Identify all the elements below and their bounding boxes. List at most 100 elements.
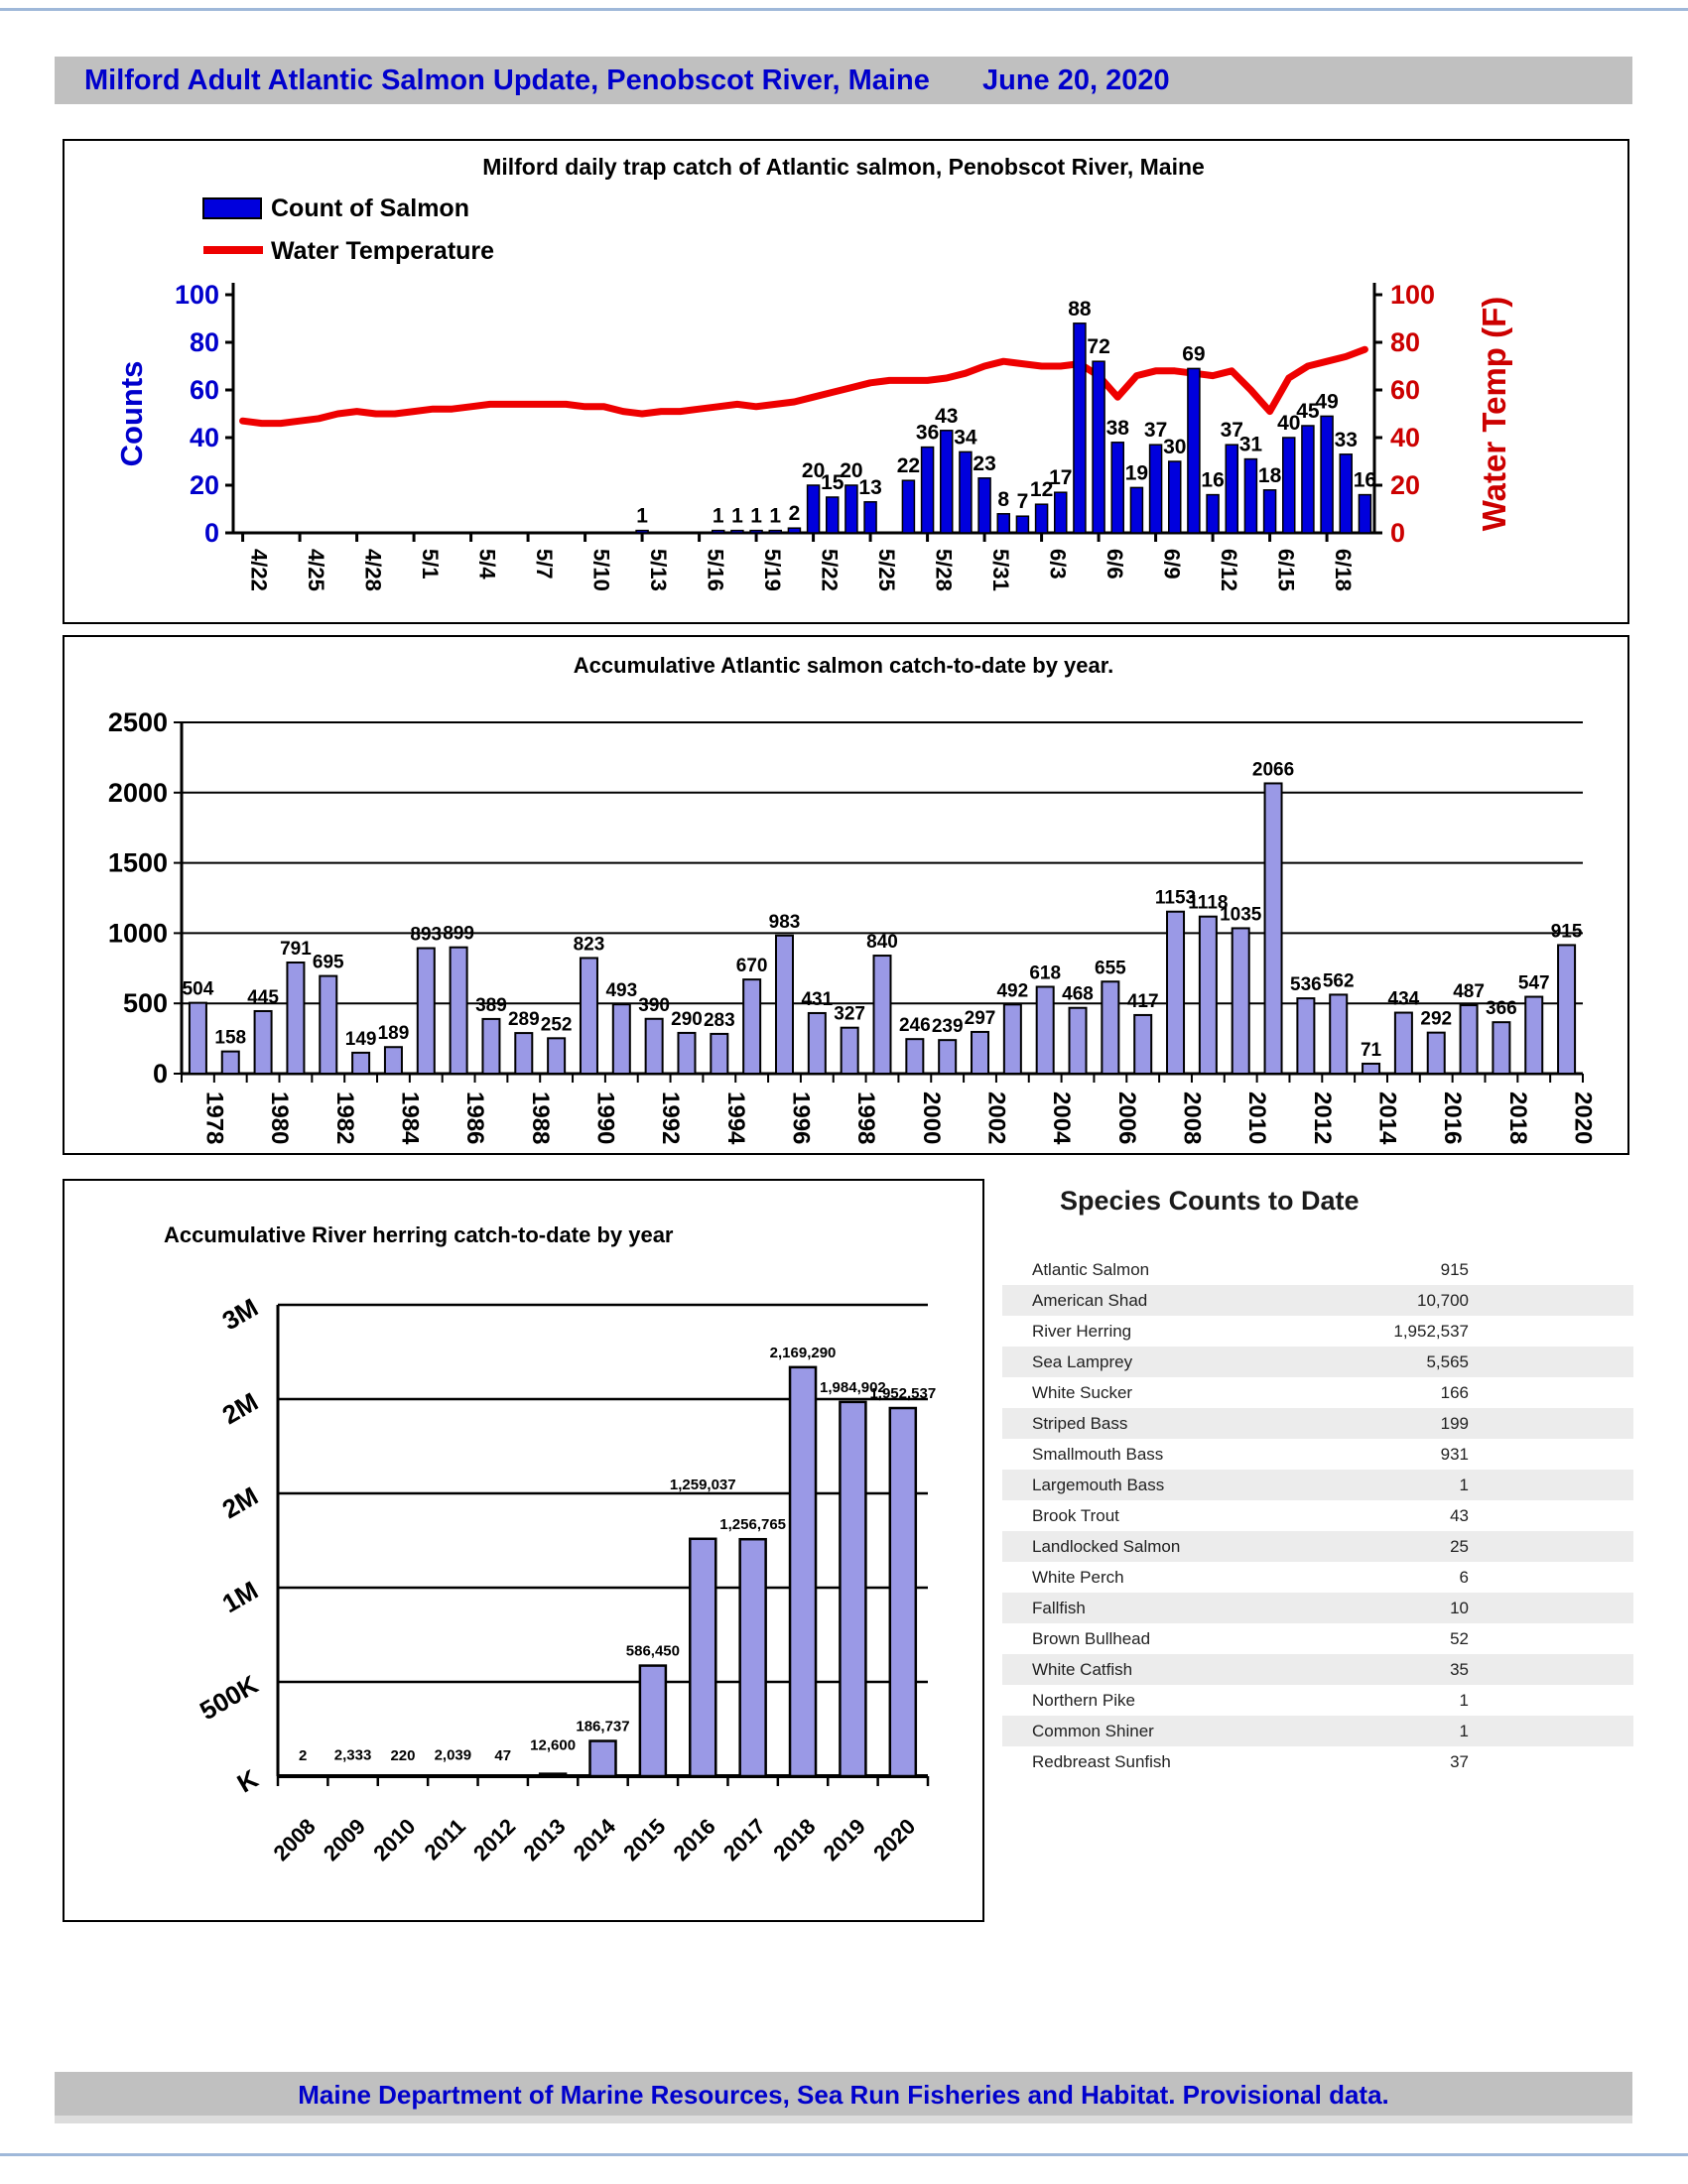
species-name: White Sucker: [1032, 1382, 1133, 1402]
year-tick-label: 2017: [718, 1814, 770, 1865]
bar: [920, 446, 935, 534]
table-row: Northern Pike 1: [1002, 1685, 1633, 1716]
year-tick-label: 2019: [819, 1814, 870, 1865]
bar-value-label: 158: [214, 1028, 246, 1049]
table-row: White Catfish 35: [1002, 1654, 1633, 1685]
table-row: Brook Trout 43: [1002, 1500, 1633, 1531]
bar-value-label: 899: [443, 924, 474, 945]
bottom-rule: [0, 2153, 1688, 2156]
left-tick-label: 60: [190, 375, 219, 405]
legend-temp-label: Water Temperature: [271, 237, 494, 265]
header-bar: Milford Adult Atlantic Salmon Update, Pe…: [55, 57, 1632, 104]
right-tick-label: 40: [1390, 423, 1420, 452]
bar-value-label: 1: [713, 505, 724, 528]
species-count: 915: [1440, 1259, 1469, 1279]
bar: [839, 1400, 867, 1778]
year-tick-label: 2000: [918, 1092, 945, 1144]
bar: [1148, 444, 1163, 534]
left-tick-label: 0: [204, 518, 219, 548]
bar: [1068, 1006, 1088, 1075]
date-tick-label: 5/1: [418, 549, 443, 579]
species-name: Striped Bass: [1032, 1413, 1128, 1433]
table-row: Smallmouth Bass 931: [1002, 1439, 1633, 1470]
bar: [1129, 486, 1144, 534]
bar-value-label: 252: [541, 1014, 573, 1035]
bar-value-label: 562: [1323, 970, 1355, 991]
footer-text: Maine Department of Marine Resources, Se…: [298, 2080, 1389, 2110]
footer-shadow: [55, 2116, 1632, 2123]
year-tick-label: 1998: [852, 1092, 879, 1144]
bar-value-label: 8: [997, 488, 1009, 511]
year-tick-label: 2012: [468, 1814, 520, 1865]
bar: [1198, 915, 1218, 1075]
right-tick-label: 60: [1390, 375, 1420, 405]
bar-value-label: 1: [769, 505, 781, 528]
species-count: 166: [1440, 1382, 1469, 1402]
date-tick-label: 5/22: [818, 549, 843, 591]
date-tick-label: 5/10: [589, 549, 614, 591]
chart-title: Milford daily trap catch of Atlantic sal…: [482, 154, 1205, 180]
table-row: Landlocked Salmon 25: [1002, 1531, 1633, 1562]
table-row: White Sucker 166: [1002, 1377, 1633, 1408]
ytick-label: 1500: [108, 848, 168, 878]
year-tick-label: 1980: [266, 1092, 293, 1144]
bar-value-label: 45: [1296, 400, 1320, 423]
salmon-by-year-chart: Accumulative Atlantic salmon catch-to-da…: [63, 635, 1629, 1155]
bar: [1225, 444, 1238, 534]
year-tick-label: 2018: [1504, 1092, 1531, 1144]
table-row: Atlantic Salmon 915: [1002, 1254, 1633, 1285]
date-tick-label: 4/25: [304, 549, 328, 591]
species-name: Atlantic Salmon: [1032, 1259, 1150, 1279]
bar: [712, 529, 725, 534]
bar-value-label: 2,169,290: [770, 1345, 837, 1361]
date-tick-label: 6/6: [1103, 549, 1127, 579]
year-tick-label: 2013: [518, 1814, 570, 1865]
bar-value-label: 1035: [1220, 904, 1262, 925]
bar: [1015, 515, 1030, 534]
species-count: 1,952,537: [1393, 1321, 1469, 1341]
bar-value-label: 40: [1277, 412, 1300, 435]
bar: [1358, 493, 1372, 534]
left-tick-label: 100: [175, 280, 219, 310]
bar-value-label: 16: [1354, 469, 1376, 492]
bar-value-label: 20: [802, 459, 825, 482]
bar-value-label: 487: [1453, 981, 1485, 1002]
ytick-label: 500K: [195, 1669, 263, 1726]
species-name: Redbreast Sunfish: [1032, 1751, 1171, 1771]
bar: [1073, 322, 1087, 534]
bar-value-label: 38: [1106, 417, 1130, 440]
bar-value-label: 189: [378, 1023, 410, 1044]
bar: [1263, 782, 1283, 1075]
species-count: 931: [1440, 1444, 1469, 1464]
bar-value-label: 71: [1361, 1040, 1382, 1061]
left-tick-label: 80: [190, 327, 219, 357]
year-tick-label: 2008: [1179, 1092, 1206, 1144]
bar: [971, 1030, 990, 1075]
bar-value-label: 915: [1551, 921, 1583, 942]
ytick-label: 3M: [217, 1292, 263, 1336]
species-count: 1: [1459, 1690, 1469, 1710]
year-tick-label: 2020: [868, 1814, 920, 1865]
species-count: 6: [1459, 1567, 1469, 1587]
year-tick-label: 2010: [368, 1814, 420, 1865]
date-tick-label: 6/18: [1331, 549, 1356, 591]
bar-value-label: 33: [1335, 429, 1358, 451]
bar-value-label: 417: [1127, 991, 1159, 1012]
year-tick-label: 1996: [787, 1092, 814, 1144]
bar-value-label: 670: [736, 956, 768, 976]
bar-value-label: 88: [1068, 298, 1092, 321]
species-name: Brown Bullhead: [1032, 1628, 1151, 1648]
bar: [1524, 995, 1544, 1075]
bar: [1282, 437, 1296, 534]
bar-value-label: 290: [671, 1009, 703, 1030]
bar: [1320, 415, 1334, 534]
report-date: June 20, 2020: [982, 64, 1170, 96]
bar-value-label: 7: [1017, 490, 1029, 513]
table-row: River Herring 1,952,537: [1002, 1316, 1633, 1347]
date-tick-label: 6/12: [1217, 549, 1241, 591]
date-tick-label: 5/28: [932, 549, 957, 591]
year-tick-label: 2002: [983, 1092, 1010, 1144]
bar: [1426, 1031, 1446, 1075]
bar-value-label: 893: [410, 925, 442, 946]
bar-value-label: 18: [1258, 464, 1282, 487]
